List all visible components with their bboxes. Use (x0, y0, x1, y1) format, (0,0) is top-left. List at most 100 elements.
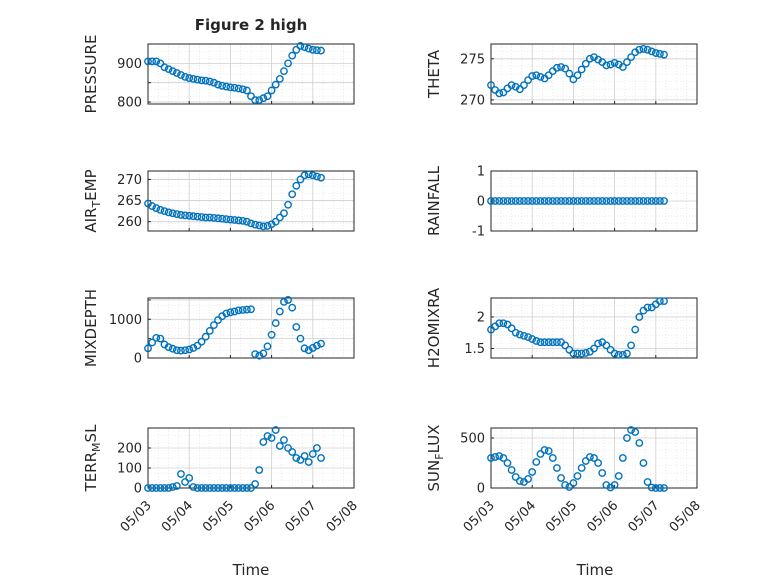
data-point (569, 349, 578, 358)
data-point (172, 210, 181, 218)
data-point (185, 345, 194, 354)
data-point (230, 484, 239, 492)
data-point (148, 338, 157, 347)
data-point (275, 213, 284, 222)
data-point (271, 319, 280, 328)
data-point (164, 208, 173, 217)
data-point (635, 313, 644, 321)
data-point (197, 76, 206, 85)
y-tick-label: 0 (134, 482, 142, 497)
data-point (304, 458, 313, 466)
data-point (585, 197, 594, 205)
data-point (304, 346, 313, 355)
data-point (152, 57, 161, 66)
data-point (308, 344, 317, 352)
data-point (152, 333, 161, 342)
data-point (197, 213, 206, 221)
data-point (288, 303, 297, 312)
data-point (561, 64, 570, 73)
y-tick-label: 900 (117, 57, 142, 72)
data-point (275, 442, 284, 450)
axes-box (490, 170, 698, 232)
y-tick-label: 1.5 (464, 342, 485, 357)
data-point (561, 481, 570, 489)
data-point (317, 173, 325, 182)
data-point (540, 338, 549, 347)
data-point (210, 321, 218, 329)
data-point (242, 217, 251, 226)
data-point (230, 307, 239, 316)
data-point (292, 45, 301, 54)
data-point (280, 67, 288, 75)
data-point (144, 344, 152, 353)
data-point (263, 342, 272, 351)
data-point (561, 341, 570, 350)
data-point (507, 324, 516, 333)
data-point (189, 74, 198, 83)
data-point (491, 197, 500, 205)
data-point (647, 47, 656, 56)
data-point (185, 474, 194, 482)
data-point (189, 344, 198, 352)
data-point (308, 171, 317, 180)
data-point (581, 349, 590, 357)
data-point (606, 60, 615, 69)
data-point (544, 197, 553, 205)
data-point (627, 341, 635, 350)
data-point (524, 333, 532, 342)
data-point (197, 337, 206, 346)
data-point (230, 83, 239, 92)
data-point (234, 484, 243, 492)
data-point (627, 53, 635, 62)
data-point (172, 482, 181, 490)
data-point (226, 215, 235, 224)
data-point (296, 456, 305, 464)
data-point (242, 305, 251, 314)
data-point (284, 444, 292, 452)
data-point (300, 344, 309, 353)
data-point (160, 207, 169, 216)
data-point (598, 469, 607, 477)
data-point (242, 484, 251, 492)
data-point (491, 453, 500, 461)
data-point (623, 58, 631, 66)
data-point (515, 330, 524, 339)
subplot-rainfall: -1 0 1 RAINFALL (425, 165, 698, 240)
data-point (308, 45, 317, 54)
data-point (544, 447, 553, 455)
data-point (585, 54, 594, 63)
subplot-mixdepth: 0 1000 MIXDEPTH (82, 289, 355, 367)
x-axis-label-right: Time (576, 561, 614, 579)
data-point (507, 197, 516, 205)
data-point (647, 197, 656, 205)
data-point (487, 81, 495, 89)
data-point (635, 197, 644, 205)
y-axis-label: MIXDEPTH (82, 289, 100, 367)
data-point (577, 197, 586, 205)
data-point (271, 217, 280, 226)
data-point (292, 323, 301, 331)
data-point (557, 197, 565, 205)
data-point (561, 197, 570, 205)
data-point (614, 350, 623, 359)
data-point (313, 172, 321, 181)
data-point (296, 175, 305, 184)
data-point (144, 57, 152, 66)
data-point (168, 344, 177, 353)
data-point (487, 454, 495, 462)
data-point (590, 454, 598, 462)
data-point (267, 434, 276, 442)
y-tick-label: -1 (472, 225, 485, 240)
data-point (222, 215, 231, 224)
data-point (577, 464, 586, 472)
data-point (590, 344, 598, 353)
data-point (515, 85, 524, 94)
data-point (156, 205, 165, 214)
data-point (280, 209, 288, 218)
data-point (503, 459, 512, 467)
data-point (234, 84, 243, 93)
data-point (255, 351, 264, 360)
data-point (313, 46, 321, 55)
y-axis-label: RAINFALL (425, 165, 443, 236)
